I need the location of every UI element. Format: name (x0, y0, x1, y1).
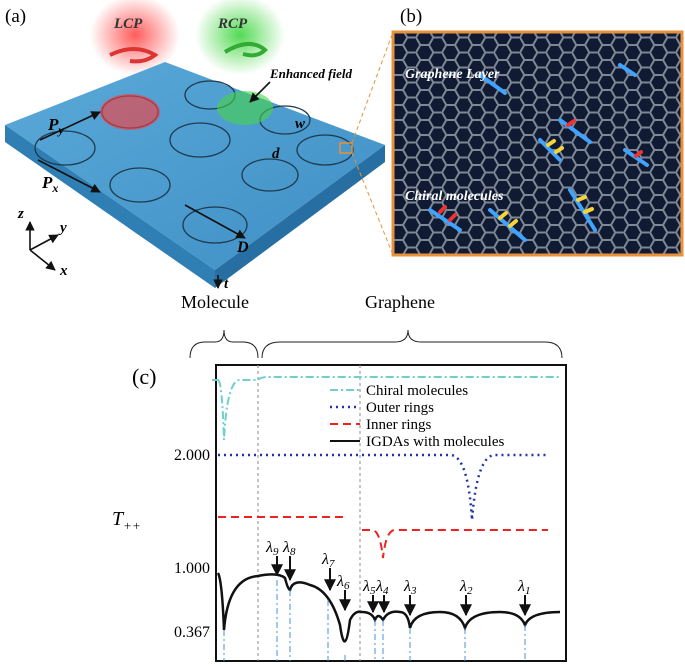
slab-side (215, 145, 385, 288)
y-tick-label: 0.367 (174, 624, 210, 641)
zoom-line (351, 31, 394, 144)
legend: Chiral molecules Outer rings Inner rings… (330, 383, 504, 450)
rcp-beam (195, 0, 285, 75)
resonance-arrows (271, 556, 531, 617)
beam-label: RCP (217, 16, 248, 32)
resonance-label: λ3 (403, 578, 417, 597)
resonance-label: λ2 (459, 578, 473, 597)
zoom-box (339, 142, 353, 154)
dim-label: d (272, 146, 280, 162)
slab-side (5, 125, 215, 288)
curve-outer (218, 453, 548, 521)
panel-a: (a) LCP RCP Enhanced field Py Px w d D t… (5, 0, 394, 292)
lcp-beam (90, 0, 180, 75)
resonance-label: λ5 (362, 578, 376, 597)
lcp-arrow (109, 47, 159, 64)
axis-label: z (17, 206, 24, 222)
resonance-label: λ7 (321, 551, 335, 570)
y-axis-label: T++ (112, 508, 141, 533)
resonance-label: λ9 (265, 539, 279, 558)
curve-molecules (212, 376, 560, 441)
resonance-label: λ4 (375, 578, 389, 597)
curve-igda (216, 572, 561, 643)
panel-label: (b) (400, 6, 422, 27)
axis-label: y (58, 220, 67, 236)
region-label: Graphene (365, 292, 435, 312)
bracket (261, 329, 563, 359)
panel-b: (b) Graphene Layer Chiral molecules (391, 6, 684, 257)
panel-border (391, 30, 684, 257)
beam-label: LCP (113, 16, 143, 32)
y-tick-label: 2.000 (174, 447, 210, 464)
layer-label: Graphene Layer (405, 67, 500, 82)
bracket (189, 329, 259, 359)
legend-entry: IGDAs with molecules (366, 434, 504, 450)
molecule-label: Chiral molecules (405, 189, 504, 204)
region-label: Molecule (181, 292, 249, 312)
panel-label: (a) (5, 6, 26, 27)
resonance-label: λ6 (336, 573, 350, 592)
legend-entry: Outer rings (366, 400, 434, 416)
field-spot (217, 91, 273, 125)
y-tick-label: 1.000 (174, 560, 210, 577)
resonance-label: λ1 (517, 578, 530, 597)
legend-entry: Chiral molecules (366, 383, 468, 399)
field-spot (100, 94, 160, 130)
legend-entry: Inner rings (366, 417, 432, 433)
graphene-lattice (393, 32, 682, 255)
resonance-lines (223, 580, 526, 661)
dim-label: t (224, 276, 229, 292)
panel-label: (c) (132, 364, 156, 389)
rcp-arrow (223, 42, 268, 58)
molecules (428, 63, 649, 242)
plot-frame (215, 364, 567, 662)
resonance-label: λ8 (282, 539, 296, 558)
curve-inner (218, 516, 548, 559)
period-label: Px (41, 173, 58, 195)
axis-label: x (59, 263, 68, 279)
annotation: Enhanced field (269, 66, 352, 81)
dim-label: D (236, 239, 249, 256)
zoom-line (351, 152, 394, 256)
dim-label: w (295, 116, 306, 132)
dim-arrows (25, 81, 271, 289)
period-label: Py (47, 115, 64, 137)
